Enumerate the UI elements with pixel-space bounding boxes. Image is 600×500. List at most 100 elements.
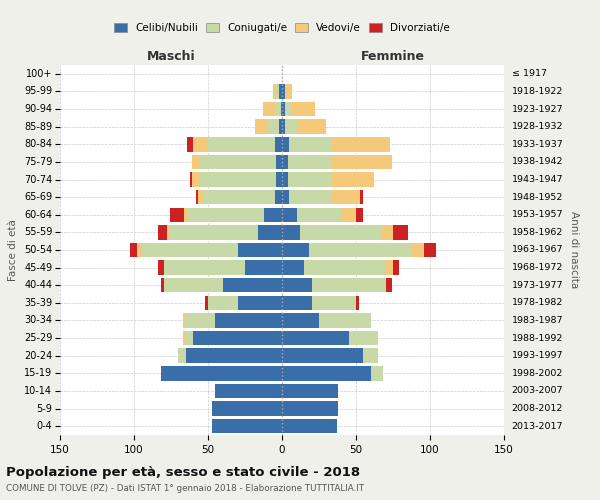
- Bar: [183, 331, 186, 345]
- Bar: [424, 243, 436, 257]
- Bar: [190, 172, 192, 186]
- Bar: [212, 419, 282, 434]
- Bar: [341, 208, 356, 222]
- Bar: [282, 190, 289, 204]
- Bar: [282, 260, 304, 275]
- Bar: [311, 296, 356, 310]
- Bar: [275, 190, 282, 204]
- Bar: [282, 402, 338, 416]
- Bar: [276, 154, 282, 169]
- Bar: [319, 314, 371, 328]
- Bar: [193, 331, 282, 345]
- Bar: [196, 190, 197, 204]
- Bar: [161, 278, 164, 292]
- Bar: [164, 260, 245, 275]
- Bar: [164, 278, 223, 292]
- Bar: [186, 331, 193, 345]
- Bar: [245, 260, 282, 275]
- Bar: [331, 190, 361, 204]
- Bar: [170, 225, 259, 240]
- Bar: [178, 348, 186, 363]
- Bar: [282, 208, 297, 222]
- Bar: [279, 120, 282, 134]
- Bar: [282, 172, 288, 186]
- Bar: [186, 314, 215, 328]
- Bar: [285, 102, 292, 117]
- Bar: [187, 208, 264, 222]
- Bar: [167, 225, 170, 240]
- Bar: [279, 84, 282, 98]
- Bar: [282, 278, 311, 292]
- Bar: [297, 208, 341, 222]
- Bar: [308, 243, 412, 257]
- Bar: [259, 225, 282, 240]
- Bar: [282, 84, 285, 98]
- Bar: [282, 137, 289, 152]
- Bar: [137, 243, 142, 257]
- Bar: [142, 243, 238, 257]
- Bar: [386, 278, 392, 292]
- Bar: [276, 172, 282, 186]
- Bar: [297, 120, 326, 134]
- Bar: [282, 243, 308, 257]
- Bar: [311, 278, 386, 292]
- Bar: [285, 84, 292, 98]
- Bar: [356, 208, 364, 222]
- Bar: [304, 260, 386, 275]
- Text: Femmine: Femmine: [361, 50, 425, 63]
- Bar: [212, 402, 282, 416]
- Bar: [349, 331, 378, 345]
- Bar: [256, 120, 267, 134]
- Bar: [130, 243, 137, 257]
- Bar: [282, 314, 319, 328]
- Bar: [371, 366, 383, 380]
- Bar: [332, 154, 392, 169]
- Text: Maschi: Maschi: [146, 50, 196, 63]
- Bar: [199, 172, 276, 186]
- Bar: [215, 384, 282, 398]
- Bar: [292, 102, 314, 117]
- Bar: [223, 278, 282, 292]
- Bar: [282, 154, 288, 169]
- Bar: [187, 137, 193, 152]
- Bar: [184, 208, 187, 222]
- Bar: [158, 260, 164, 275]
- Bar: [282, 348, 364, 363]
- Bar: [186, 348, 282, 363]
- Bar: [158, 225, 167, 240]
- Bar: [282, 384, 338, 398]
- Bar: [386, 260, 393, 275]
- Bar: [161, 366, 282, 380]
- Bar: [282, 331, 349, 345]
- Text: COMUNE DI TOLVE (PZ) - Dati ISTAT 1° gennaio 2018 - Elaborazione TUTTITALIA.IT: COMUNE DI TOLVE (PZ) - Dati ISTAT 1° gen…: [6, 484, 364, 493]
- Bar: [412, 243, 424, 257]
- Legend: Celibi/Nubili, Coniugati/e, Vedovi/e, Divorziati/e: Celibi/Nubili, Coniugati/e, Vedovi/e, Di…: [110, 18, 454, 37]
- Bar: [273, 84, 276, 98]
- Bar: [289, 190, 331, 204]
- Bar: [183, 314, 186, 328]
- Bar: [263, 102, 275, 117]
- Bar: [282, 419, 337, 434]
- Y-axis label: Anni di nascita: Anni di nascita: [569, 212, 579, 288]
- Bar: [285, 120, 297, 134]
- Bar: [199, 154, 276, 169]
- Bar: [205, 296, 208, 310]
- Bar: [282, 225, 300, 240]
- Bar: [276, 84, 279, 98]
- Bar: [208, 137, 275, 152]
- Bar: [282, 102, 285, 117]
- Bar: [275, 137, 282, 152]
- Bar: [361, 190, 364, 204]
- Bar: [197, 190, 203, 204]
- Bar: [393, 260, 399, 275]
- Bar: [300, 225, 381, 240]
- Bar: [356, 296, 359, 310]
- Bar: [192, 172, 199, 186]
- Bar: [393, 225, 408, 240]
- Bar: [364, 348, 378, 363]
- Bar: [332, 172, 374, 186]
- Bar: [289, 137, 331, 152]
- Bar: [193, 137, 208, 152]
- Bar: [208, 296, 238, 310]
- Bar: [203, 190, 275, 204]
